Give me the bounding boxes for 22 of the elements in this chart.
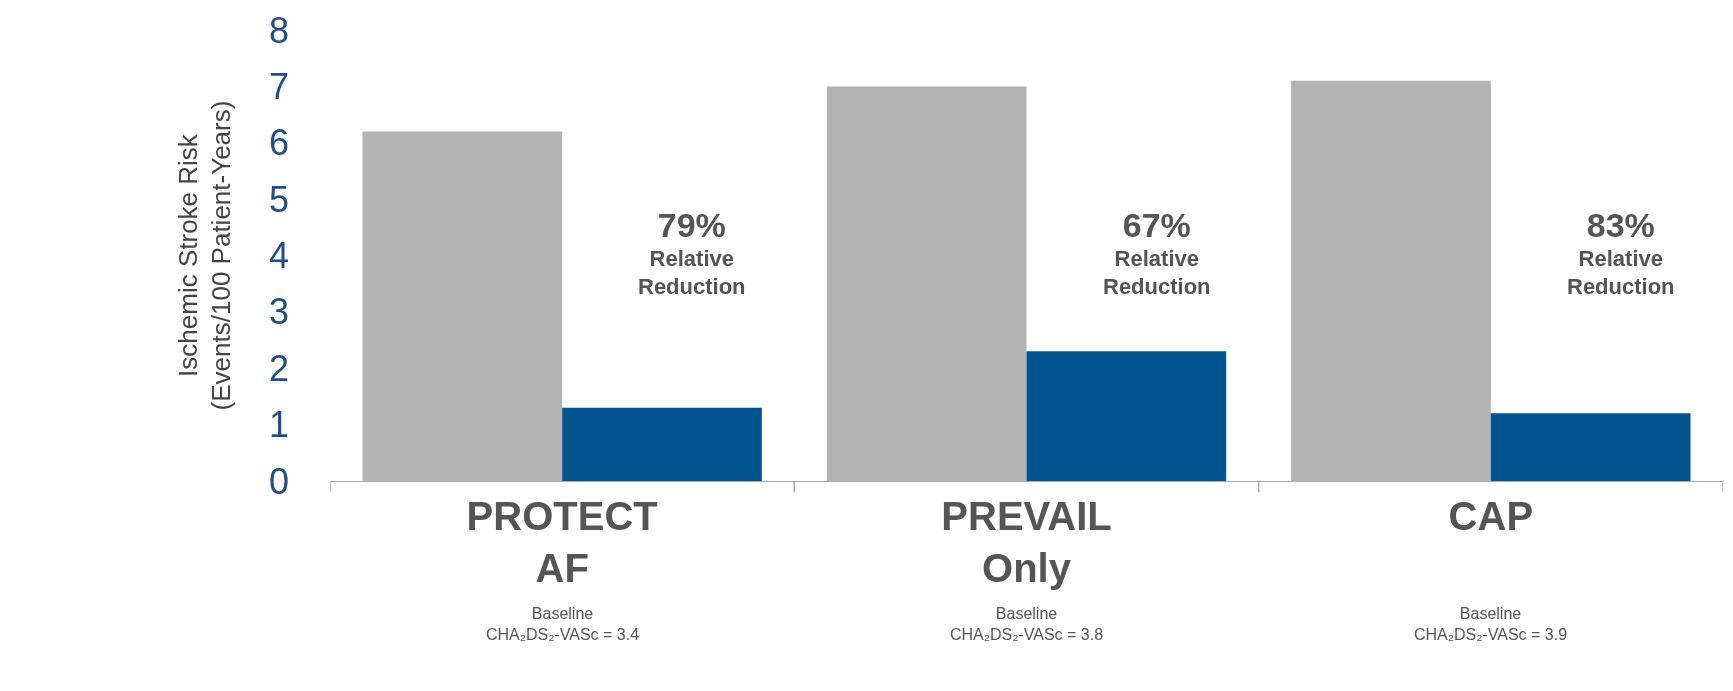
y-axis-title: Ischemic Stroke Risk (Events/100 Patient-Years) (172, 100, 237, 411)
y-tick-label: 7 (268, 65, 289, 107)
bar (1026, 351, 1227, 481)
x-tick-label: PREVAIL Only (941, 494, 1112, 590)
y-tick-label: 6 (268, 122, 289, 164)
y-tick-label: 8 (268, 9, 289, 51)
annotation: 79% Relative Reduction (638, 206, 746, 300)
y-tick-label: 2 (268, 347, 289, 389)
x-tick-label: PROTECT AF (466, 494, 658, 590)
y-tick-label: 4 (268, 235, 289, 277)
y-tick-label: 5 (268, 178, 289, 220)
annotation: 67% Relative Reduction (1103, 206, 1211, 300)
y-tick-label: 1 (268, 404, 289, 446)
bar (1490, 413, 1691, 481)
annotation: 83% Relative Reduction (1567, 206, 1675, 300)
x-tick-label: CAP (1448, 494, 1534, 538)
y-tick-label: 0 (268, 460, 289, 502)
bar (562, 407, 762, 481)
y-tick-label: 3 (268, 291, 289, 333)
text: Baseline CHA₂DS₂-VASc = 3.8 (950, 605, 1104, 643)
text: Baseline CHA₂DS₂-VASc = 3.4 (486, 605, 640, 643)
text: Baseline CHA₂DS₂-VASc = 3.9 (1414, 605, 1568, 643)
